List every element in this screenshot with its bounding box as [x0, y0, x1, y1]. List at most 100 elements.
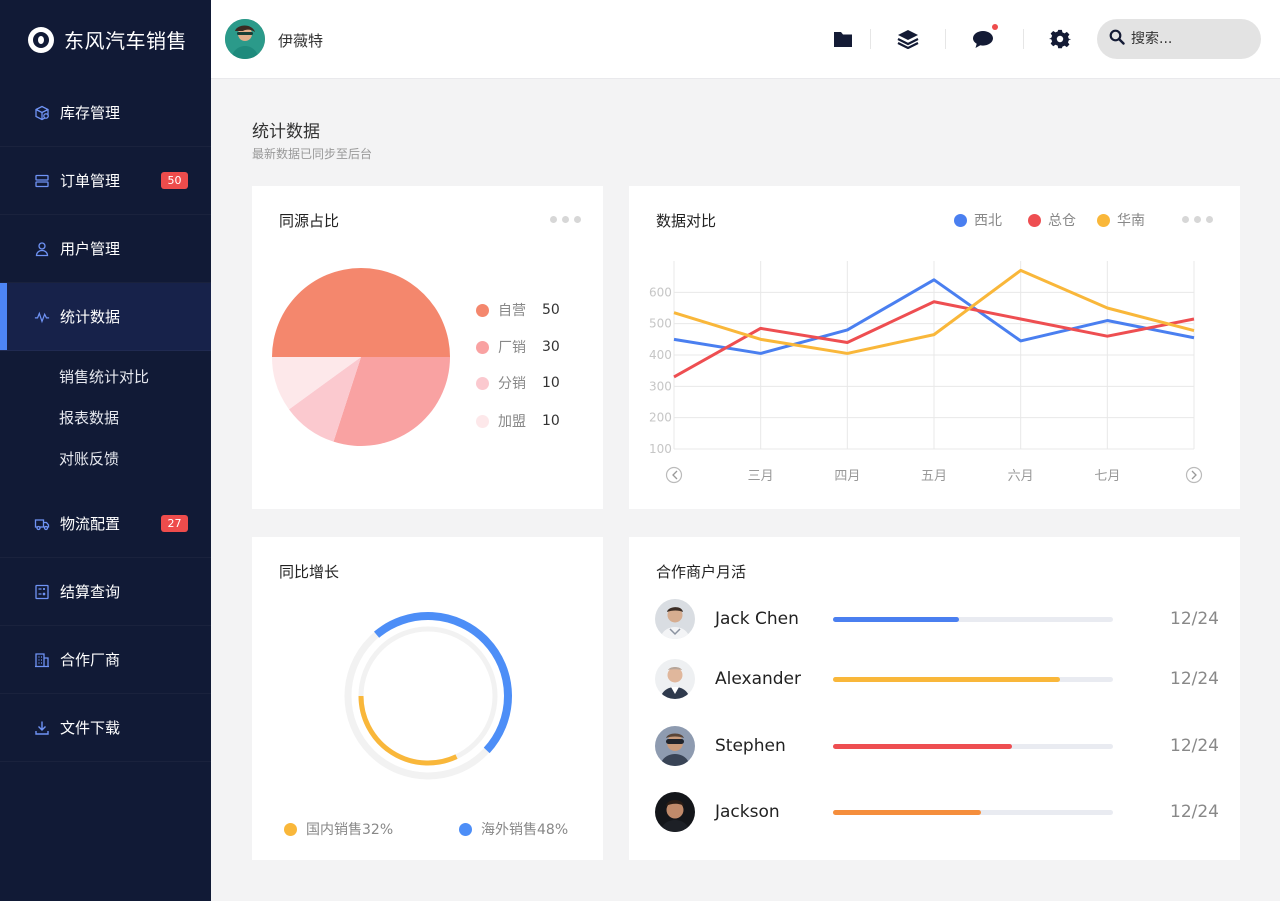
gear-icon[interactable]: [1048, 27, 1072, 51]
pie-slice: [272, 268, 450, 357]
search-box[interactable]: [1097, 19, 1261, 59]
sidebar-item-statistics[interactable]: 统计数据: [0, 283, 211, 351]
more-options-button[interactable]: [550, 216, 581, 223]
y-tick-label: 600: [649, 285, 672, 299]
sidebar-item-orders[interactable]: 订单管理 50: [0, 147, 211, 215]
y-tick-label: 400: [649, 348, 672, 362]
brand[interactable]: 东风汽车销售: [0, 0, 211, 79]
source-share-card: 同源占比 自营 50 厂销 30 分销 10 加盟 10: [252, 186, 603, 509]
x-tick-label: 五月: [921, 469, 947, 484]
merchant-name: Jackson: [715, 802, 780, 822]
truck-icon: [34, 516, 50, 532]
sidebar-item-inventory[interactable]: 库存管理: [0, 79, 211, 147]
legend-item: 国内销售32%: [284, 819, 393, 839]
sidebar-item-label: 结算查询: [60, 583, 121, 601]
activity-progress-bar: [833, 616, 1113, 622]
y-tick-label: 200: [649, 411, 672, 425]
more-options-button[interactable]: [1182, 216, 1213, 223]
avatar: [655, 792, 695, 832]
legend-label: 加盟: [498, 414, 526, 430]
chart-prev-icon[interactable]: [665, 466, 683, 484]
legend-dot: [1028, 213, 1041, 227]
merchant-date: 12/24: [1170, 802, 1219, 822]
pie-slice: [272, 357, 361, 410]
avatar: [655, 599, 695, 639]
list-item[interactable]: Stephen 12/24: [655, 726, 1219, 766]
sidebar-item-downloads[interactable]: 文件下载: [0, 694, 211, 762]
legend-dot: [476, 303, 489, 317]
legend-item: 分销 10: [476, 373, 560, 393]
subnav-item-reconciliation[interactable]: 对账反馈: [59, 450, 120, 468]
card-title: 合作商户月活: [656, 563, 747, 581]
y-tick-label: 300: [649, 379, 672, 393]
statistics-subnav: 销售统计对比 报表数据 对账反馈: [0, 351, 211, 490]
calculator-icon: [34, 584, 50, 600]
list-item[interactable]: Alexander 12/24: [655, 659, 1219, 699]
activity-progress-bar: [833, 743, 1113, 749]
merchant-date: 12/24: [1170, 736, 1219, 756]
data-comparison-line-chart: 100 200 300 400 500 600 三月 四月 五月 六月 七月: [649, 261, 1203, 484]
chart-next-icon[interactable]: [1185, 466, 1203, 484]
subnav-item-report-data[interactable]: 报表数据: [59, 409, 120, 427]
brand-name: 东风汽车销售: [64, 29, 187, 53]
y-tick-label: 500: [649, 317, 672, 331]
search-input[interactable]: [1131, 31, 1241, 47]
merchant-date: 12/24: [1170, 609, 1219, 629]
subnav-item-sales-comparison[interactable]: 销售统计对比: [59, 368, 150, 386]
legend-item[interactable]: 西北: [954, 210, 1002, 230]
activity-progress-bar: [833, 676, 1113, 682]
legend-item[interactable]: 华南: [1097, 210, 1145, 230]
order-count-badge: 50: [161, 172, 188, 189]
legend-item[interactable]: 总仓: [1028, 210, 1076, 230]
list-item[interactable]: Jackson 12/24: [655, 792, 1219, 832]
folder-icon[interactable]: [831, 27, 855, 51]
legend-item: 厂销 30: [476, 337, 560, 357]
layers-icon[interactable]: [896, 27, 920, 51]
logistics-count-badge: 27: [161, 515, 188, 532]
donut-arc-domestic: [358, 695, 458, 766]
legend-dot: [1097, 213, 1110, 227]
building-icon: [34, 652, 50, 668]
download-icon: [34, 720, 50, 736]
donut-arc-overseas: [374, 612, 512, 754]
sidebar-item-label: 物流配置: [60, 515, 121, 533]
data-comparison-card: 数据对比 西北 总仓 华南 100 200 300 400 500 600 三月 四月 五月 六月…: [629, 186, 1240, 509]
user-avatar[interactable]: [225, 19, 265, 59]
notification-dot: [992, 24, 998, 30]
sidebar-item-users[interactable]: 用户管理: [0, 215, 211, 283]
sidebar-item-label: 库存管理: [60, 104, 121, 122]
search-icon: [1109, 29, 1125, 49]
sidebar-item-partners[interactable]: 合作厂商: [0, 626, 211, 694]
legend-label: 厂销: [498, 340, 526, 356]
box-icon: [34, 105, 50, 121]
user-name[interactable]: 伊薇特: [278, 32, 324, 50]
legend-label: 自营: [498, 303, 526, 319]
page-subtitle: 最新数据已同步至后台: [252, 147, 373, 161]
sidebar-item-label: 合作厂商: [60, 651, 121, 669]
sidebar-item-logistics[interactable]: 物流配置 27: [0, 490, 211, 558]
pie-slice: [333, 357, 450, 446]
legend-item: 海外销售48%: [459, 819, 568, 839]
header-divider: [870, 29, 871, 49]
activity-progress-bar: [833, 809, 1113, 815]
card-title: 同源占比: [279, 212, 340, 230]
legend-value: 50: [542, 302, 560, 318]
sidebar: 东风汽车销售 库存管理 订单管理 50 用户管理 统计数据 销售统计对比 报表数…: [0, 0, 211, 901]
server-icon: [34, 173, 50, 189]
sidebar-item-settlement[interactable]: 结算查询: [0, 558, 211, 626]
activity-progress-fill: [833, 809, 982, 815]
brand-logo-icon: [28, 26, 54, 53]
top-header: 伊薇特: [211, 0, 1280, 79]
sidebar-item-label: 文件下载: [60, 719, 121, 737]
legend-value: 30: [542, 339, 560, 355]
series-line: [673, 300, 1195, 379]
legend-label: 华南: [1117, 213, 1145, 229]
merchant-name: Jack Chen: [715, 609, 799, 629]
header-divider: [1023, 29, 1024, 49]
list-item[interactable]: Jack Chen 12/24: [655, 599, 1219, 639]
yoy-growth-card: 同比增长 国内销售32% 海外销售48%: [252, 537, 603, 860]
legend-label: 分销: [498, 376, 526, 392]
partner-activity-card: 合作商户月活 Jack Chen 12/24 Alexander 12/24 S…: [629, 537, 1240, 860]
chat-icon[interactable]: [971, 24, 998, 51]
sidebar-item-label: 用户管理: [60, 240, 121, 258]
